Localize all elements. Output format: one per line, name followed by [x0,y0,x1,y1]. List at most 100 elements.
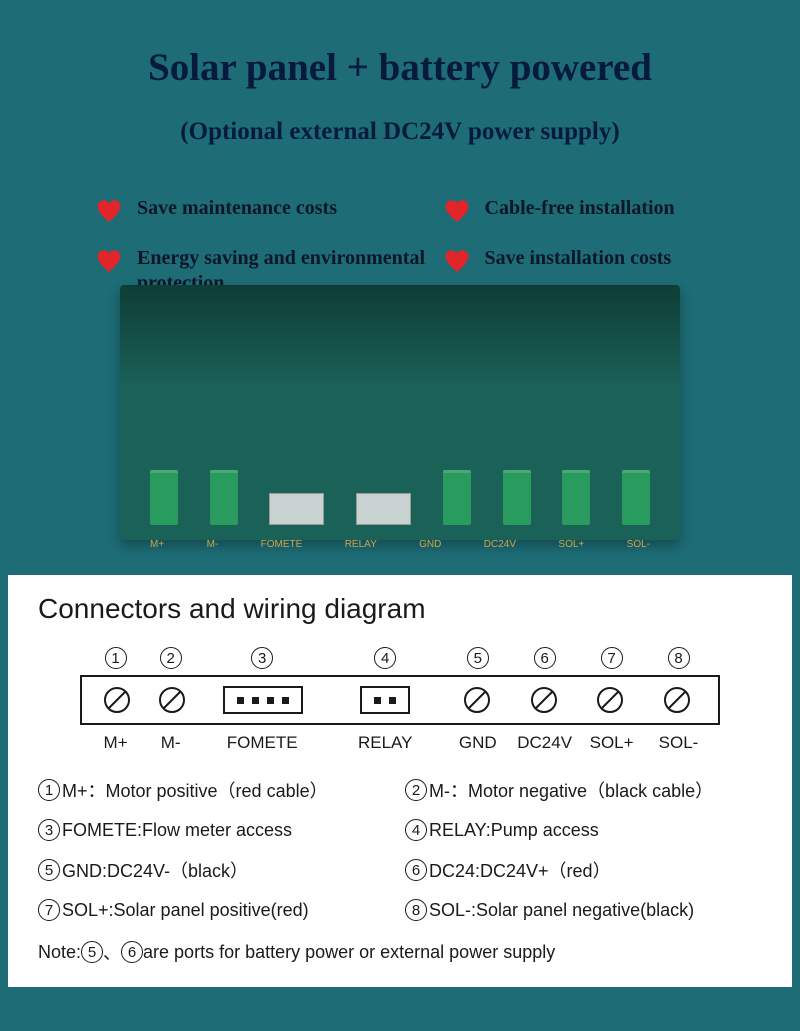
pcb-label: DC24V [484,539,516,550]
feature-item: Cable-free installation [443,196,781,228]
legend-item: 7 SOL+:Solar panel positive(red) [38,899,395,921]
heart-icon [95,248,123,278]
heart-icon [95,198,123,228]
screw-terminal-icon [464,687,490,713]
heart-icon [443,198,471,228]
screw-terminal-icon [664,687,690,713]
diagram-connector-dc24v [511,687,578,713]
page-root: Solar panel + battery powered (Optional … [0,0,800,1031]
pcb-connectors-row [150,470,650,525]
diagram-col-number: 5 [444,647,511,669]
diagram-col-label: FOMETE [198,733,326,753]
legend-item: 6 DC24:DC24V+（red） [405,857,762,883]
diagram-legend: 1 M+：Motor positive（red cable） 2 M-：Motor… [38,777,762,921]
screw-terminal-icon [159,687,185,713]
diagram-labels-row: M+M-FOMETERELAYGNDDC24VSOL+SOL- [80,733,720,753]
note-separator: 、 [103,939,121,965]
note-prefix: Note: [38,942,81,963]
circled-number-icon: 3 [38,819,60,841]
diagram-col-number: 3 [198,647,326,669]
diagram-col-label: GND [444,733,511,753]
pcb-label: FOMETE [261,539,303,550]
diagram-title: Connectors and wiring diagram [38,593,762,625]
diagram-connector-fomete [200,686,327,714]
legend-text: DC24:DC24V+（red） [429,857,611,883]
pcb-conn-sol-minus [622,470,650,525]
diagram-connector-m-minusplus [90,687,145,713]
note-suffix: are ports for battery power or external … [143,942,555,963]
screw-terminal-icon [597,687,623,713]
circled-number-icon: 6 [405,859,427,881]
legend-text: FOMETE:Flow meter access [62,820,292,841]
circled-number-icon: 5 [81,941,103,963]
legend-item: 4 RELAY:Pump access [405,819,762,841]
pcb-conn-m-plus [150,470,178,525]
pcb-label: M- [207,539,219,550]
legend-text: GND:DC24V-（black） [62,857,248,883]
legend-text: RELAY:Pump access [429,820,599,841]
circled-number-icon: 5 [38,859,60,881]
diagram-col-number: 1 [88,647,143,669]
diagram-col-number: 8 [645,647,712,669]
diagram-col-number: 2 [143,647,198,669]
wiring-diagram-panel: Connectors and wiring diagram 12345678 M… [8,575,792,987]
pin-header-icon [223,686,303,714]
circled-number-icon: 1 [105,647,127,669]
diagram-col-number: 4 [326,647,444,669]
diagram-note: Note:5、6are ports for battery power or e… [38,939,762,965]
pin-header-icon [360,686,410,714]
pcb-illustration: M+M-FOMETERELAYGNDDC24VSOL+SOL- [120,285,680,565]
circled-number-icon: 7 [601,647,623,669]
diagram-col-number: 7 [578,647,645,669]
features-grid: Save maintenance costs Cable-free install… [20,196,780,296]
diagram-connector-sol-minusplus [577,687,644,713]
pcb-conn-dc24v [503,470,531,525]
diagram-col-number: 6 [511,647,578,669]
pcb-conn-relay [356,493,411,525]
circled-number-icon: 4 [405,819,427,841]
diagram-connector-gnd [444,687,511,713]
screw-terminal-icon [104,687,130,713]
pcb-conn-fomete [269,493,324,525]
diagram-col-label: M+ [88,733,143,753]
diagram-col-label: M- [143,733,198,753]
diagram-col-label: SOL- [645,733,712,753]
pcb-conn-m-minus [210,470,238,525]
legend-text: SOL-:Solar panel negative(black) [429,900,694,921]
legend-text: SOL+:Solar panel positive(red) [62,900,309,921]
diagram-schematic: 12 3 4 5 6 7 8 M+M-FOMETERELAYGNDDC24VSOL+SOL- [80,647,720,753]
diagram-connector-box [80,675,720,725]
heart-icon [443,248,471,278]
feature-text: Cable-free installation [485,196,675,221]
diagram-col-label: DC24V [511,733,578,753]
circled-number-icon: 8 [668,647,690,669]
feature-item: Save maintenance costs [95,196,433,228]
feature-text: Save installation costs [485,246,672,271]
diagram-connector-m-minus [145,687,200,713]
legend-item: 5 GND:DC24V-（black） [38,857,395,883]
hero-section: Solar panel + battery powered (Optional … [0,0,800,575]
legend-text: M-：Motor negative（black cable） [429,777,713,803]
circled-number-icon: 6 [121,941,143,963]
circled-number-icon: 3 [251,647,273,669]
diagram-col-label: RELAY [326,733,444,753]
screw-terminal-icon [531,687,557,713]
feature-text: Save maintenance costs [137,196,337,221]
circled-number-icon: 5 [467,647,489,669]
pcb-conn-sol-plus [562,470,590,525]
pcb-conn-gnd [443,470,471,525]
legend-item: 3 FOMETE:Flow meter access [38,819,395,841]
diagram-numbers-row: 12 3 4 5 6 7 8 [80,647,720,669]
pcb-label: RELAY [345,539,377,550]
diagram-connector-sol-minus [644,687,711,713]
circled-number-icon: 6 [534,647,556,669]
legend-item: 1 M+：Motor positive（red cable） [38,777,395,803]
pcb-label: M+ [150,539,164,550]
legend-item: 2 M-：Motor negative（black cable） [405,777,762,803]
diagram-col-label: SOL+ [578,733,645,753]
circled-number-icon: 7 [38,899,60,921]
circled-number-icon: 4 [374,647,396,669]
circled-number-icon: 2 [405,779,427,801]
circled-number-icon: 8 [405,899,427,921]
pcb-label: GND [419,539,441,550]
